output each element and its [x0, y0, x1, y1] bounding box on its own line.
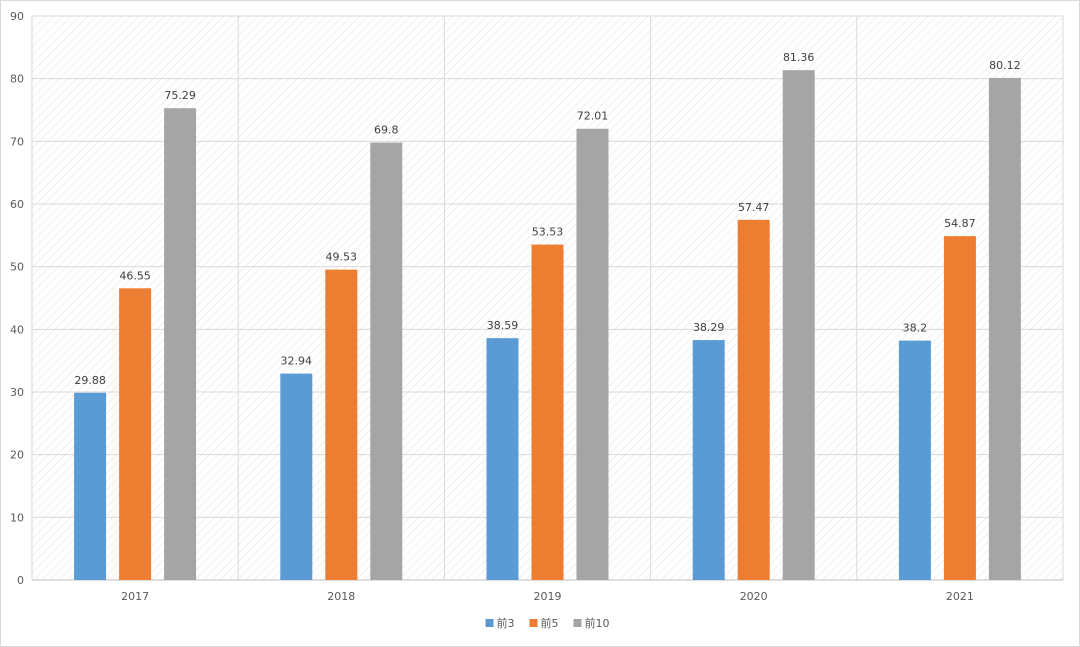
data-label: 32.94	[281, 355, 313, 368]
y-tick-label: 80	[10, 73, 24, 86]
bar-2017-前10	[164, 108, 197, 580]
x-axis-ticks: 2017 2018 2019 2020 2021	[121, 590, 974, 603]
legend-swatch	[529, 619, 538, 627]
bar-2019-前10	[576, 128, 609, 580]
bar-2017-前3	[74, 392, 107, 580]
data-label: 29.88	[74, 374, 106, 387]
y-tick-label: 50	[10, 261, 24, 274]
bar-2018-前5	[325, 269, 358, 580]
y-tick-label: 70	[10, 135, 24, 148]
y-tick-label: 0	[17, 574, 24, 587]
bar-2021-前5	[943, 236, 976, 580]
data-label: 69.8	[374, 124, 399, 137]
bars	[74, 70, 1021, 581]
x-tick-label: 2017	[121, 590, 149, 603]
data-label: 49.53	[326, 251, 358, 264]
bar-2021-前3	[898, 340, 931, 580]
y-tick-label: 60	[10, 198, 24, 211]
legend: 前3 前5 前10	[485, 616, 610, 630]
bar-2020-前10	[782, 70, 815, 581]
legend-entry: 前3	[497, 616, 515, 630]
legend-swatch	[573, 619, 582, 627]
y-tick-label: 90	[10, 10, 24, 23]
x-tick-label: 2019	[534, 590, 562, 603]
x-tick-label: 2020	[740, 590, 768, 603]
y-tick-label: 10	[10, 511, 24, 524]
legend-entry: 前10	[585, 616, 610, 630]
data-label: 57.47	[738, 201, 770, 214]
y-axis-ticks: 0 10 20 30 40 50 60 70 80 90	[10, 10, 24, 587]
legend-entry: 前5	[541, 616, 559, 630]
x-tick-label: 2021	[946, 590, 974, 603]
data-label: 80.12	[989, 59, 1021, 72]
data-label: 75.29	[164, 89, 196, 102]
bar-2020-前5	[737, 219, 770, 580]
x-tick-label: 2018	[327, 590, 355, 603]
bar-2018-前10	[370, 142, 403, 580]
data-label: 38.29	[693, 321, 725, 334]
bar-2017-前5	[119, 288, 152, 580]
data-labels: 29.88 46.55 75.29 32.94 49.53 69.8 38.59 53.53 7…	[74, 51, 1020, 387]
y-tick-label: 30	[10, 386, 24, 399]
y-tick-label: 40	[10, 323, 24, 336]
data-label: 72.01	[577, 110, 609, 123]
data-label: 38.59	[487, 319, 519, 332]
bar-2021-前10	[988, 77, 1021, 580]
bar-2018-前3	[280, 373, 313, 580]
data-label: 54.87	[944, 217, 976, 230]
data-label: 53.53	[532, 226, 564, 239]
legend-swatch	[485, 619, 494, 627]
bar-2019-前3	[486, 338, 519, 580]
data-label: 46.55	[119, 269, 151, 282]
bar-2019-前5	[531, 244, 564, 580]
bar-2020-前3	[692, 340, 725, 580]
y-tick-label: 20	[10, 449, 24, 462]
data-label: 38.2	[903, 322, 928, 335]
data-label: 81.36	[783, 51, 815, 64]
